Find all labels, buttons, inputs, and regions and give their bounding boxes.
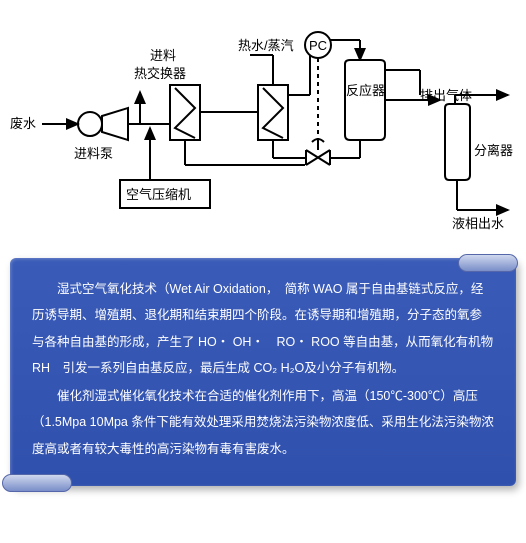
label-feed: 进料	[150, 48, 176, 63]
label-separator: 分离器	[474, 143, 513, 158]
process-flow-diagram: 废水 进料泵 空气压缩机 进料 热交换器	[0, 0, 526, 250]
scroll-ornament-bottom	[2, 474, 72, 492]
label-feed-pump: 进料泵	[74, 146, 113, 161]
label-liquid-effluent: 液相出水	[452, 216, 504, 231]
label-reactor: 反应器	[346, 83, 385, 98]
label-pc: PC	[309, 38, 327, 53]
label-wastewater: 废水	[10, 116, 36, 131]
description-panel: 湿式空气氧化技术（Wet Air Oxidation， 简称 WAO 属于自由基…	[10, 258, 516, 486]
paragraph-2: 催化剂湿式催化氧化技术在合适的催化剂作用下，高温（150℃-300℃）高压（1.…	[32, 383, 494, 462]
label-air-compressor: 空气压缩机	[126, 187, 191, 202]
scroll-ornament-top	[458, 254, 518, 272]
label-heat-exchanger: 热交换器	[134, 66, 186, 81]
label-hot-water-steam: 热水/蒸汽	[238, 38, 294, 53]
paragraph-1: 湿式空气氧化技术（Wet Air Oxidation， 简称 WAO 属于自由基…	[32, 276, 494, 381]
